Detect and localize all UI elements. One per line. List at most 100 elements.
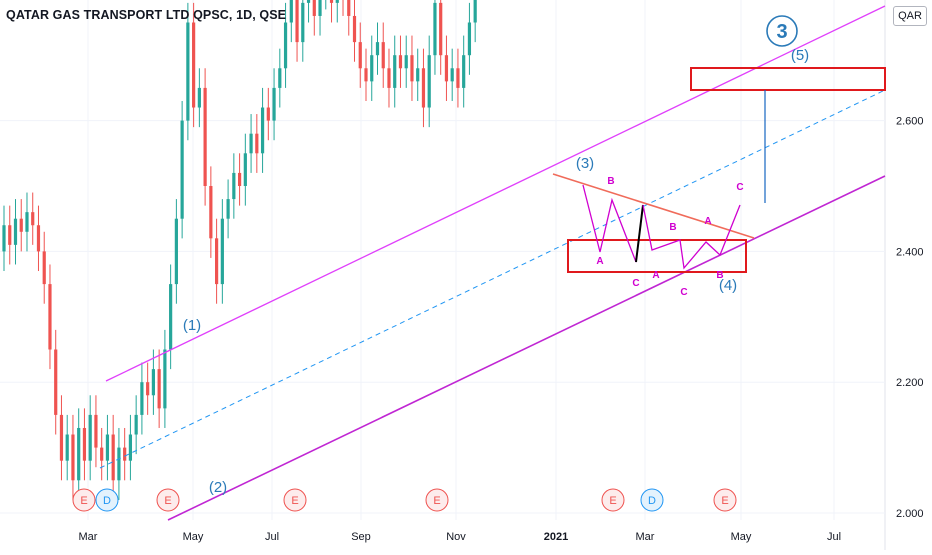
currency-button[interactable]: QAR [893, 6, 927, 26]
candle-body [209, 186, 213, 239]
event-marker [72, 488, 96, 512]
x-tick-label: Jul [827, 531, 841, 543]
candle-body [416, 68, 420, 82]
candle-body [111, 434, 115, 481]
x-tick-label: May [183, 531, 204, 543]
y-tick-label: 2.000 [896, 508, 924, 520]
event-marker-label: E [609, 495, 616, 507]
candle-body [82, 427, 87, 461]
candle-body [42, 251, 46, 285]
candle-body [88, 414, 92, 461]
candle-body [439, 2, 443, 56]
abc-label: C [680, 287, 687, 298]
candle-body [65, 434, 69, 461]
candle-body [140, 382, 144, 415]
candle-body [94, 414, 98, 448]
x-tick-label: Sep [351, 531, 371, 543]
candle-body [381, 42, 385, 69]
candle-body [278, 68, 282, 88]
candle-body [151, 369, 155, 396]
candle-body [100, 447, 104, 461]
event-marker [601, 488, 625, 512]
candle-body [456, 68, 460, 88]
abc-zigzag-2 [642, 204, 741, 270]
candle-body [232, 172, 236, 200]
abc-label: A [596, 256, 603, 267]
wave-label: (5) [791, 47, 809, 64]
candle-body [8, 225, 12, 245]
wave-label: (2) [209, 479, 227, 496]
candle-body [421, 68, 426, 108]
candle-body [25, 212, 29, 232]
candle-body [370, 55, 374, 82]
wave-label: (1) [183, 317, 201, 334]
candle-body [146, 382, 150, 396]
candle-body [427, 55, 431, 108]
candle-body [301, 2, 305, 43]
wave-degree-label: 3 [776, 21, 787, 43]
candle-body [226, 199, 230, 219]
wave-label: (4) [719, 277, 737, 294]
abc-label: A [652, 270, 659, 281]
consolidation-box [567, 239, 747, 273]
event-marker [640, 488, 664, 512]
candle-body [358, 42, 362, 69]
channel-lower-line [167, 175, 886, 521]
y-tick-label: 2.200 [896, 377, 924, 389]
event-marker [156, 488, 180, 512]
candle-body [243, 153, 247, 186]
candle-body [393, 55, 397, 88]
candle-body [128, 434, 133, 461]
abc-label: A [704, 216, 711, 227]
candle-body [134, 414, 138, 435]
candle-body [197, 87, 201, 108]
chart-title: QATAR GAS TRANSPORT LTD QPSC, 1D, QSE [6, 8, 287, 22]
candle-body [375, 42, 380, 56]
candle-body [462, 55, 466, 88]
candle-body [117, 447, 121, 481]
abc-label: C [632, 278, 639, 289]
abc-label: B [716, 270, 723, 281]
candle-body [364, 68, 368, 82]
candle-body [105, 434, 110, 461]
channel-mid-line [99, 89, 886, 469]
candle-body [433, 2, 437, 56]
candle-body [444, 55, 449, 82]
candle-body [163, 349, 167, 409]
candle-body [306, 0, 311, 3]
event-marker [95, 488, 119, 512]
candle-body [473, 0, 477, 23]
candle-body [404, 55, 408, 69]
candle-body [347, 0, 351, 16]
event-marker-label: D [648, 495, 656, 507]
candle-body [318, 0, 322, 16]
y-tick-label: 2.400 [896, 246, 924, 258]
event-marker-label: D [103, 495, 111, 507]
event-marker-label: E [164, 495, 171, 507]
abc-label: B [669, 222, 676, 233]
abc-label: B [607, 176, 614, 187]
target-box [690, 67, 886, 91]
candle-body [13, 218, 18, 245]
candle-body [335, 0, 339, 3]
event-marker-label: E [80, 495, 87, 507]
candle-body [352, 15, 357, 43]
candle-body [31, 212, 35, 226]
y-tick-label: 2.600 [896, 116, 924, 128]
event-marker [425, 488, 449, 512]
abc-zigzag-accent [635, 204, 644, 263]
wave-degree-circle [766, 15, 798, 47]
x-tick-label: 2021 [544, 531, 568, 543]
event-marker-label: E [291, 495, 298, 507]
candle-body [180, 120, 184, 219]
candle-body [203, 87, 207, 186]
candle-body [266, 107, 270, 121]
candle-body [19, 218, 23, 232]
candle-body [174, 218, 178, 285]
candle-body [329, 0, 334, 3]
x-tick-label: Mar [636, 531, 655, 543]
candle-body [215, 238, 219, 285]
candle-body [283, 22, 288, 69]
event-marker-label: E [721, 495, 728, 507]
